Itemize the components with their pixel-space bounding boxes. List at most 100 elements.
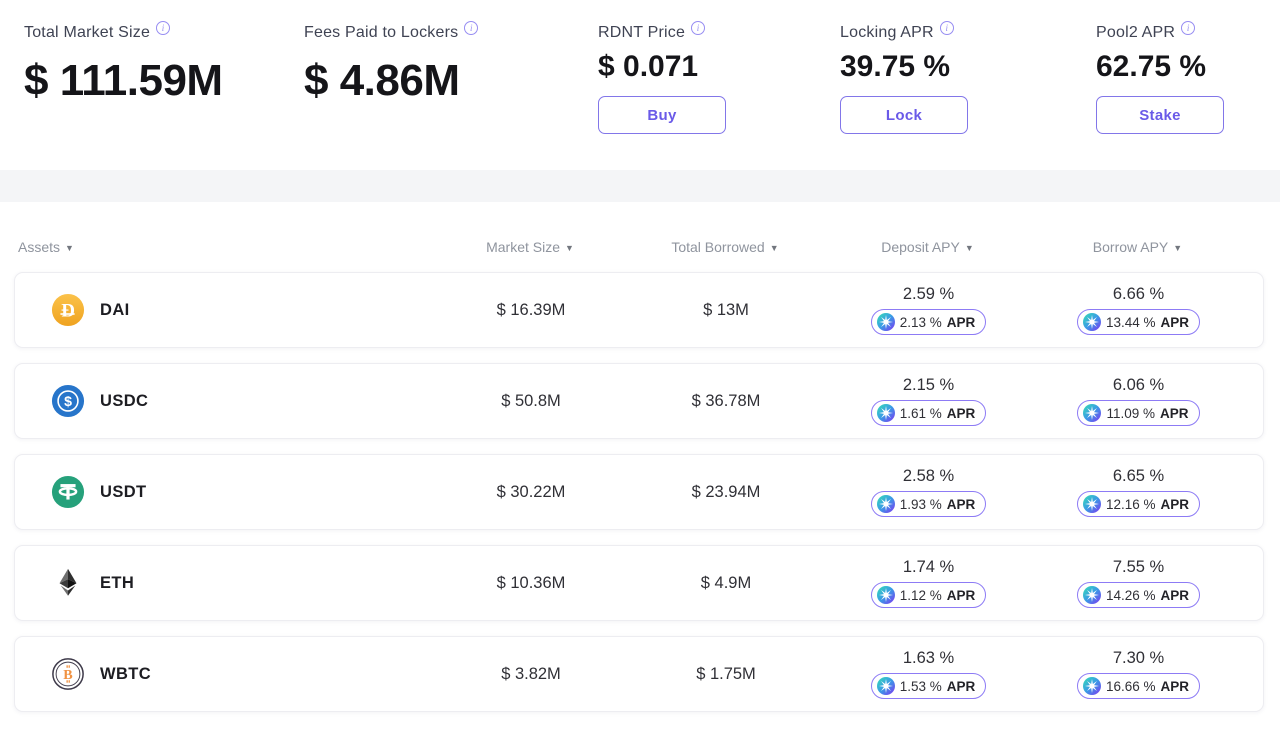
stat-value: $ 0.071 — [598, 50, 699, 83]
column-header-borrow-apy[interactable]: Borrow APY ▼ — [1092, 239, 1183, 255]
asset-name: USDC — [100, 391, 149, 410]
stat-value: 62.75 % — [1096, 50, 1207, 83]
asset-row-wbtc[interactable]: B WBTC $ 3.82M $ 1.75M 1.63 % 1.53 % APR … — [14, 636, 1264, 712]
usdt-icon — [51, 475, 85, 509]
market-size-value: $ 10.36M — [496, 573, 566, 592]
stat-value: 39.75 % — [840, 50, 951, 83]
divider-band — [0, 170, 1280, 202]
deposit-apy-value: 1.74 % — [902, 558, 955, 576]
svg-text:B: B — [63, 667, 73, 683]
sort-down-icon: ▼ — [769, 243, 779, 253]
stats-strip: Total Market Size i $ 111.59M Fees Paid t… — [0, 0, 1280, 170]
info-icon[interactable]: i — [1181, 21, 1196, 35]
deposit-apr-badge: 1.12 % APR — [870, 582, 987, 608]
sort-down-icon: ▼ — [964, 243, 974, 253]
info-icon[interactable]: i — [156, 21, 171, 35]
stat-label: RDNT Price — [598, 24, 686, 41]
deposit-apr-badge: 2.13 % APR — [870, 309, 987, 335]
apr-value: 14.26 % — [1105, 587, 1156, 603]
apr-value: 1.53 % — [899, 678, 942, 694]
borrow-apy-value: 6.66 % — [1112, 285, 1165, 303]
borrow-apy-value: 7.30 % — [1112, 649, 1165, 667]
apr-value: 1.61 % — [899, 405, 942, 421]
svg-text:Ð: Ð — [61, 301, 75, 322]
wbtc-icon: B — [51, 657, 85, 691]
asset-row-dai[interactable]: Ð DAI $ 16.39M $ 13M 2.59 % 2.13 % APR 6.… — [14, 272, 1264, 348]
sort-down-icon: ▼ — [65, 243, 74, 253]
market-size-value: $ 50.8M — [501, 391, 561, 410]
apr-value: 1.93 % — [899, 496, 942, 512]
asset-name: ETH — [100, 573, 135, 592]
asset-name: WBTC — [100, 664, 152, 683]
asset-row-usdc[interactable]: $ USDC $ 50.8M $ 36.78M 2.15 % 1.61 % APR… — [14, 363, 1264, 439]
sort-down-icon: ▼ — [1173, 243, 1183, 253]
stat-rdnt-price: RDNT Price i $ 0.071 Buy — [598, 21, 726, 134]
market-size-value: $ 30.22M — [496, 482, 566, 501]
total-borrowed-value: $ 13M — [703, 300, 749, 319]
info-icon[interactable]: i — [691, 21, 706, 35]
apr-label: APR — [1160, 405, 1189, 421]
total-borrowed-value: $ 36.78M — [691, 391, 761, 410]
info-icon[interactable]: i — [939, 21, 954, 35]
apr-value: 16.66 % — [1105, 678, 1156, 694]
lock-button[interactable]: Lock — [840, 96, 968, 134]
asset-row-eth[interactable]: ETH $ 10.36M $ 4.9M 1.74 % 1.12 % APR 7.5… — [14, 545, 1264, 621]
stake-button[interactable]: Stake — [1096, 96, 1224, 134]
borrow-apy-value: 7.55 % — [1112, 558, 1165, 576]
market-size-value: $ 3.82M — [501, 664, 561, 683]
deposit-apy-value: 1.63 % — [902, 649, 955, 667]
borrow-apr-badge: 11.09 % APR — [1077, 400, 1200, 426]
apr-label: APR — [946, 314, 976, 330]
rdnt-token-icon — [876, 495, 895, 513]
rdnt-token-icon — [876, 313, 895, 331]
rdnt-token-icon — [1083, 404, 1102, 422]
deposit-apr-badge: 1.53 % APR — [870, 673, 987, 699]
asset-name: USDT — [100, 482, 147, 501]
stat-total-market-size: Total Market Size i $ 111.59M — [24, 21, 223, 106]
stat-label: Fees Paid to Lockers — [304, 24, 459, 41]
apr-value: 1.12 % — [899, 587, 942, 603]
stat-label: Pool2 APR — [1096, 24, 1176, 41]
deposit-apy-value: 2.58 % — [902, 467, 955, 485]
apr-label: APR — [1160, 314, 1190, 330]
borrow-apr-badge: 14.26 % APR — [1076, 582, 1201, 608]
info-icon[interactable]: i — [464, 21, 479, 35]
rdnt-token-icon — [1082, 677, 1101, 695]
apr-label: APR — [946, 496, 976, 512]
deposit-apr-badge: 1.93 % APR — [870, 491, 987, 517]
deposit-apy-value: 2.59 % — [902, 285, 955, 303]
apr-value: 2.13 % — [899, 314, 942, 330]
stat-value: $ 111.59M — [24, 56, 223, 105]
buy-button[interactable]: Buy — [598, 96, 726, 134]
asset-row-usdt[interactable]: USDT $ 30.22M $ 23.94M 2.58 % 1.93 % APR … — [14, 454, 1264, 530]
borrow-apy-value: 6.06 % — [1112, 376, 1165, 394]
stat-fees-paid-to-lockers: Fees Paid to Lockers i $ 4.86M — [304, 21, 479, 106]
column-header-total-borrowed[interactable]: Total Borrowed ▼ — [671, 239, 779, 255]
apr-label: APR — [946, 678, 976, 694]
apr-value: 12.16 % — [1105, 496, 1156, 512]
borrow-apr-badge: 13.44 % APR — [1076, 309, 1201, 335]
borrow-apr-badge: 12.16 % APR — [1076, 491, 1201, 517]
stat-pool2-apr: Pool2 APR i 62.75 % Stake — [1096, 21, 1224, 134]
stat-label: Locking APR — [840, 24, 934, 41]
total-borrowed-value: $ 1.75M — [696, 664, 756, 683]
column-header-assets[interactable]: Assets ▼ — [18, 239, 74, 255]
total-borrowed-value: $ 4.9M — [700, 573, 752, 592]
apr-label: APR — [946, 587, 976, 603]
apr-label: APR — [1160, 678, 1190, 694]
stat-locking-apr: Locking APR i 39.75 % Lock — [840, 21, 968, 134]
column-header-market-size[interactable]: Market Size ▼ — [486, 239, 574, 255]
borrow-apy-value: 6.65 % — [1112, 467, 1165, 485]
apr-value: 13.44 % — [1105, 314, 1156, 330]
eth-icon — [51, 566, 85, 600]
apr-value: 11.09 % — [1106, 405, 1156, 421]
rdnt-token-icon — [876, 586, 895, 604]
svg-text:$: $ — [64, 394, 72, 410]
asset-name: DAI — [100, 300, 130, 319]
column-header-deposit-apy[interactable]: Deposit APY ▼ — [881, 239, 974, 255]
rdnt-token-icon — [876, 404, 895, 422]
sort-down-icon: ▼ — [565, 243, 574, 253]
apr-label: APR — [946, 405, 976, 421]
stat-label: Total Market Size — [24, 24, 151, 41]
rdnt-token-icon — [876, 677, 895, 695]
